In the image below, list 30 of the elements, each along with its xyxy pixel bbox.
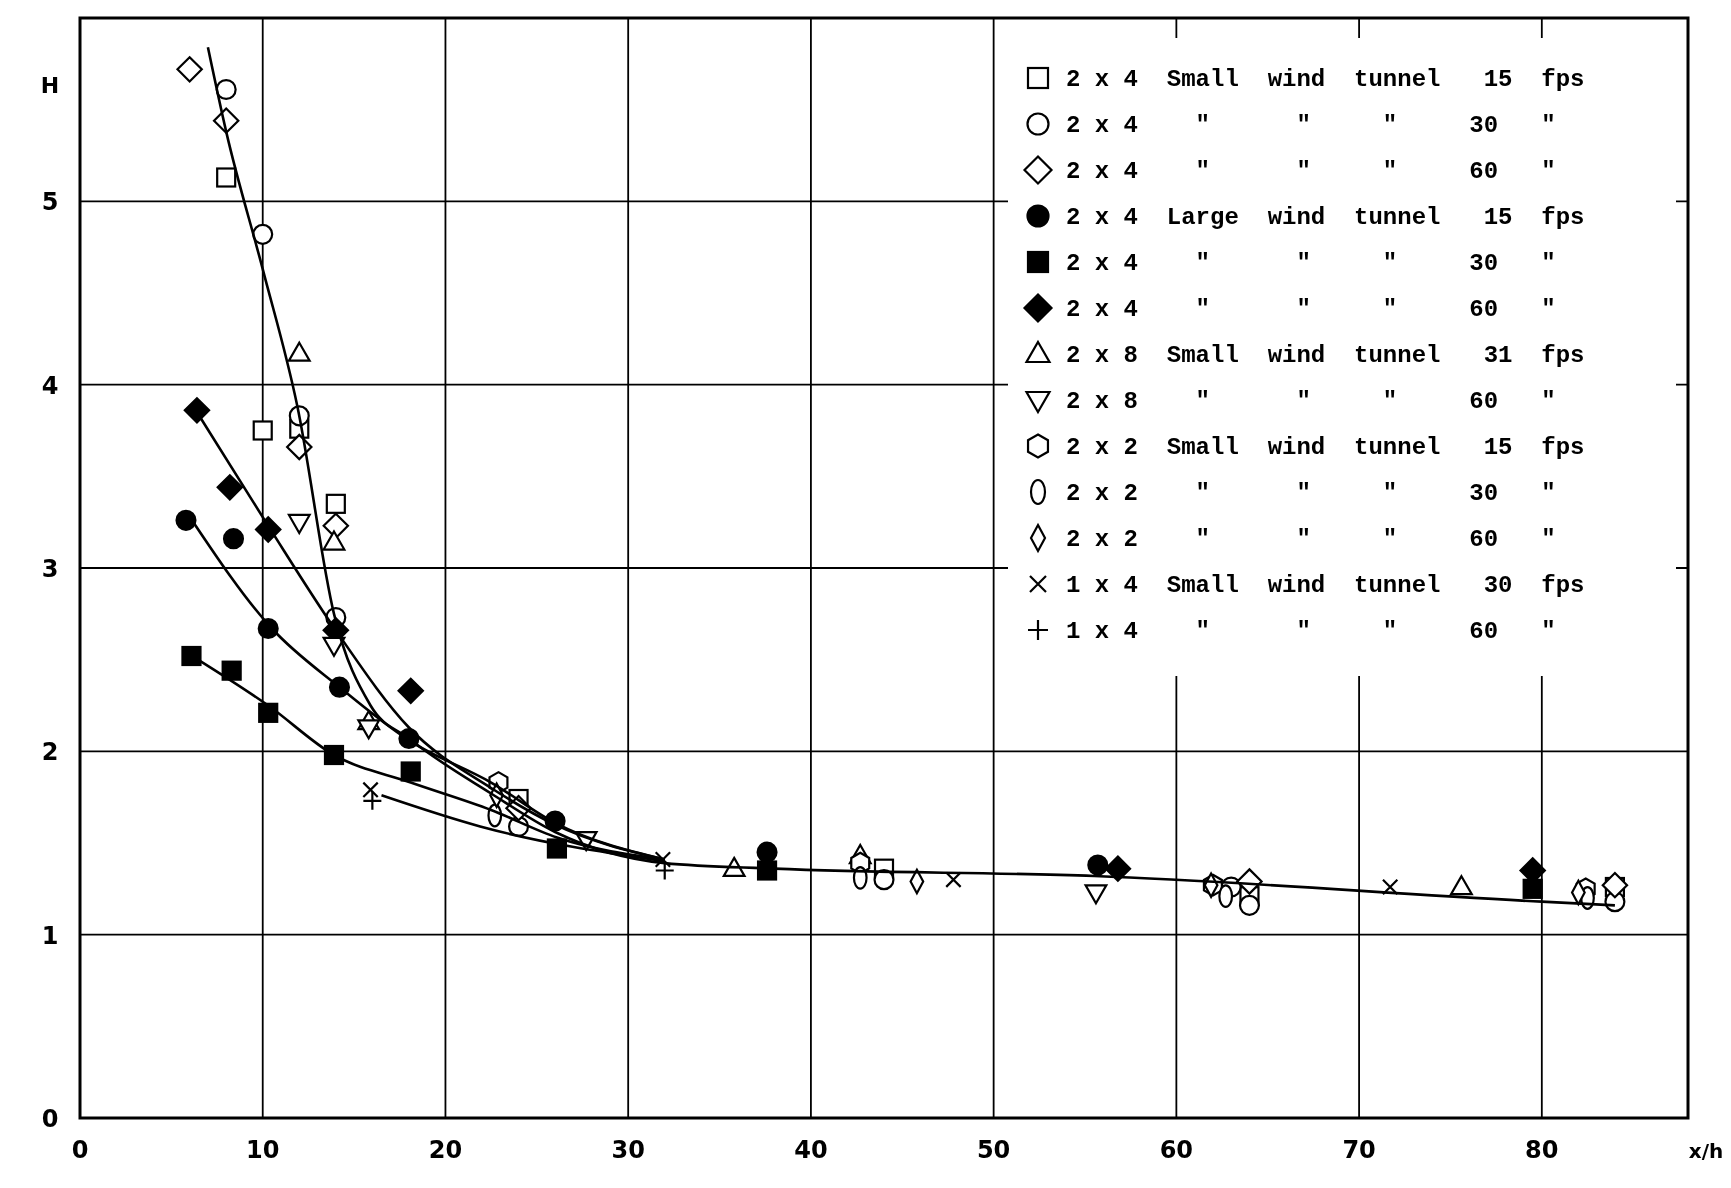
legend-label: 1 x 4 " " " 60 " bbox=[1066, 618, 1556, 645]
x-tick-label: 10 bbox=[246, 1136, 280, 1164]
y-tick-label: 4 bbox=[41, 371, 59, 400]
x-axis-title: x/h bbox=[1688, 1139, 1724, 1163]
legend-label: 2 x 4 " " " 30 " bbox=[1066, 250, 1556, 277]
legend-label: 2 x 8 " " " 60 " bbox=[1066, 388, 1556, 415]
legend-label: 2 x 4 Small wind tunnel 15 fps bbox=[1066, 66, 1585, 93]
x-tick-label: 20 bbox=[428, 1136, 463, 1164]
x-tick-label: 30 bbox=[611, 1136, 645, 1164]
y-tick-label: 0 bbox=[41, 1105, 59, 1133]
y-tick-label: 5 bbox=[41, 188, 59, 217]
y-tick-label: 2 bbox=[41, 738, 59, 767]
legend-label: 2 x 2 Small wind tunnel 15 fps bbox=[1066, 434, 1585, 461]
x-tick-label: 50 bbox=[976, 1136, 1011, 1164]
x-tick-label: 40 bbox=[794, 1136, 828, 1164]
legend-label: 2 x 2 " " " 60 " bbox=[1066, 526, 1556, 553]
legend-label: 2 x 2 " " " 30 " bbox=[1066, 480, 1556, 507]
x-tick-label: 70 bbox=[1342, 1136, 1376, 1164]
legend-label: 2 x 8 Small wind tunnel 31 fps bbox=[1066, 342, 1585, 369]
legend-label: 2 x 4 " " " 60 " bbox=[1066, 296, 1556, 323]
y-tick-label: 3 bbox=[41, 555, 59, 583]
legend-label: 2 x 4 " " " 60 " bbox=[1066, 158, 1556, 185]
legend-label: 2 x 4 Large wind tunnel 15 fps bbox=[1066, 204, 1585, 231]
x-tick-label: 60 bbox=[1159, 1136, 1194, 1164]
y-axis-title: H bbox=[40, 73, 60, 98]
y-tick-label: 1 bbox=[41, 921, 59, 950]
x-tick-label: 80 bbox=[1525, 1136, 1559, 1164]
legend-label: 2 x 4 " " " 30 " bbox=[1066, 112, 1556, 139]
legend-label: 1 x 4 Small wind tunnel 30 fps bbox=[1066, 572, 1585, 599]
x-tick-label: 0 bbox=[71, 1136, 89, 1164]
